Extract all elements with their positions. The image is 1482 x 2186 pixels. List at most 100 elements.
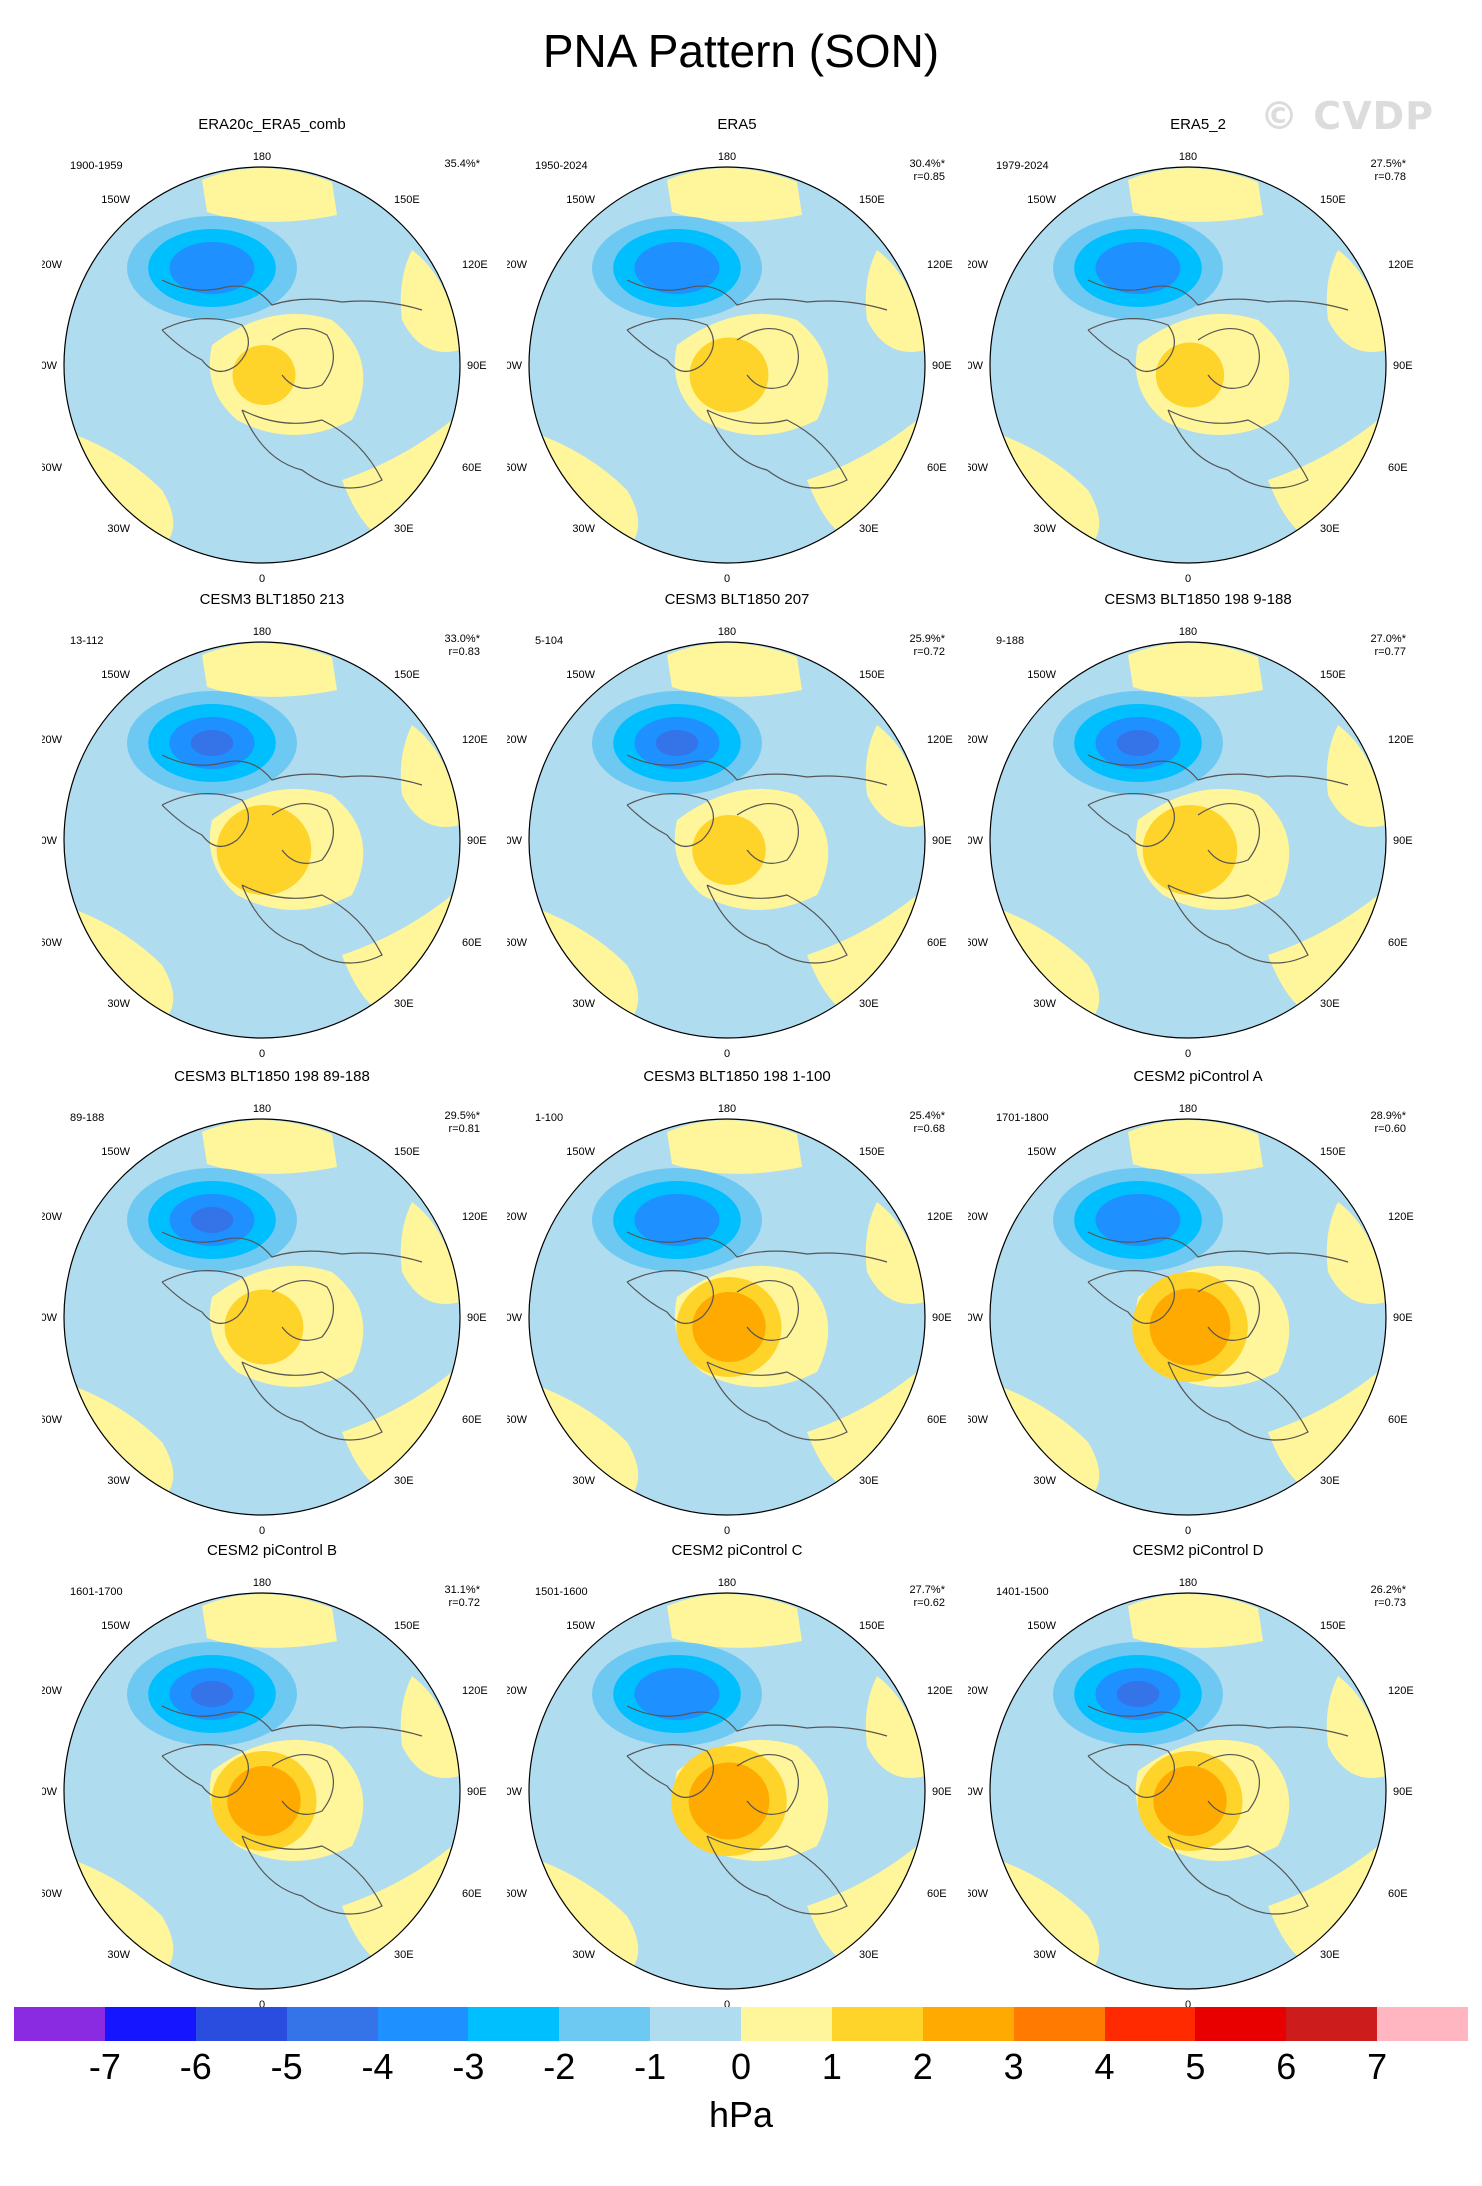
coastline [161,1270,249,1324]
coastline [1087,1270,1175,1324]
panel-title: CESM3 BLT1850 207 [664,591,810,608]
coastline [626,1270,714,1324]
lon-label-60e: 60E [462,937,482,949]
lon-label-0: 0 [724,1525,730,1537]
positive-anomaly-region [202,1593,337,1648]
lon-label-180: 180 [1179,151,1197,163]
map-border [989,1118,1387,1516]
colorbar-swatch [195,2007,287,2041]
lon-label-120w: 120W [507,1211,528,1223]
pct-variance: 29.5%* [444,1110,480,1122]
positive-anomaly-center [1142,805,1238,895]
lon-label-30e: 30E [394,1949,414,1961]
positive-anomaly-region [667,642,802,697]
colorbar-swatch [650,2007,741,2041]
polar-map: 180 0 150W 120W 90W 60W 30W 150E 120E 90E 60E 30E [968,1103,1414,1537]
positive-anomaly-region [1326,250,1386,352]
positive-anomaly-region [400,1676,460,1778]
negative-anomaly-center [1095,1194,1181,1246]
map-border [63,1118,461,1516]
positive-anomaly-center [1153,1766,1227,1836]
negative-anomaly-center [634,1668,720,1720]
coastline [161,1744,249,1798]
lon-label-0: 0 [1185,1999,1191,2011]
map-border [63,1592,461,1990]
positive-anomaly-center [689,337,769,413]
panel-title: CESM3 BLT1850 198 1-100 [643,1068,831,1085]
lon-label-150e: 150E [394,1620,420,1632]
positive-anomaly-region [202,167,337,222]
lon-label-60w: 60W [42,462,63,474]
colorbar-tick-label: -5 [270,2046,303,2087]
coastline [626,754,888,786]
positive-anomaly-region [1326,1676,1386,1778]
colorbar-tick-label: 0 [730,2046,752,2087]
lon-label-150w: 150W [566,669,595,681]
lon-label-60e: 60E [1388,937,1408,949]
polar-map: 180 0 150W 120W 90W 60W 30W 150E 120E 90E 60E 30E [507,1577,953,2011]
panel-period: 1950-2024 [535,160,588,172]
pattern-correlation: r=0.77 [1374,646,1407,658]
pattern-correlation: r=0.83 [448,646,481,658]
map-border [63,641,461,1039]
lon-label-150w: 150W [1027,194,1056,206]
colorbar-tick-label: 1 [821,2046,842,2087]
pattern-correlation: r=0.72 [913,646,946,658]
colorbar-units: hPa [708,2094,774,2135]
lon-label-150e: 150E [1320,1620,1346,1632]
positive-anomaly-center [692,1292,766,1362]
coastline [161,754,423,786]
panel-stats: 27.7%* r=0.62 [910,1584,945,1610]
lon-label-30e: 30E [859,1475,879,1487]
lon-label-90w: 90W [968,1312,984,1324]
map-panel: 180 0 150W 120W 90W 60W 30W 150E 120E 90E 60E 30E CE… [507,1542,967,2016]
pct-variance: 35.4%* [444,158,480,170]
coastline [706,884,848,964]
panel-period: 1501-1600 [535,1586,588,1598]
lon-label-60w: 60W [968,1888,989,1900]
page-title: PNA Pattern (SON) [542,25,940,77]
lon-label-180: 180 [718,626,736,638]
positive-anomaly-region [1128,1119,1263,1174]
lon-label-180: 180 [253,1103,271,1115]
lon-label-60e: 60E [927,1414,947,1426]
map-border [989,1592,1387,1990]
lon-label-90w: 90W [507,835,523,847]
lon-label-60w: 60W [507,937,528,949]
positive-anomaly-region [1128,642,1263,697]
pattern-correlation: r=0.73 [1374,1597,1407,1609]
colorbar-tick-label: -2 [543,2046,576,2087]
lon-label-150w: 150W [101,194,130,206]
lon-label-60w: 60W [42,1888,63,1900]
map-panel: 180 0 150W 120W 90W 60W 30W 150E 120E 90E 60E 30E ER… [507,116,967,590]
lon-label-150w: 150W [101,1620,130,1632]
coastline [241,1361,383,1441]
lon-label-150e: 150E [859,1146,885,1158]
positive-anomaly-center [688,1762,770,1840]
colorbar-tick-label: -1 [634,2046,667,2087]
pct-variance: 25.4%* [909,1110,945,1122]
lon-label-30w: 30W [107,523,130,535]
polar-map: 180 0 150W 120W 90W 60W 30W 150E 120E 90E 60E 30E [42,151,488,585]
negative-anomaly-center [190,730,234,756]
lon-label-30w: 30W [572,1475,595,1487]
pct-variance: 26.2%* [1370,1584,1406,1596]
coastline [1167,1835,1309,1915]
coastline [736,803,799,864]
map-panel: 180 0 150W 120W 90W 60W 30W 150E 120E 90E 60E 30E ER… [42,116,502,590]
lon-label-180: 180 [253,151,271,163]
polar-map: 180 0 150W 120W 90W 60W 30W 150E 120E 90E 60E 30E [968,151,1414,585]
panel-title: ERA5_2 [1170,116,1226,133]
colorbar-swatch [1013,2007,1105,2041]
lon-label-180: 180 [718,1103,736,1115]
cvdp-watermark: © CVDP [1260,94,1434,138]
lon-label-120w: 120W [968,1685,989,1697]
map-panel: 180 0 150W 120W 90W 60W 30W 150E 120E 90E 60E 30E CE… [507,1068,967,1542]
coastline [1167,1361,1309,1441]
lon-label-120e: 120E [927,734,953,746]
lon-label-180: 180 [1179,626,1197,638]
panel-title: CESM2 piControl C [671,1542,803,1559]
positive-anomaly-region [1128,167,1263,222]
lon-label-120e: 120E [462,1211,488,1223]
panel-stats: 29.5%* r=0.81 [445,1110,480,1136]
